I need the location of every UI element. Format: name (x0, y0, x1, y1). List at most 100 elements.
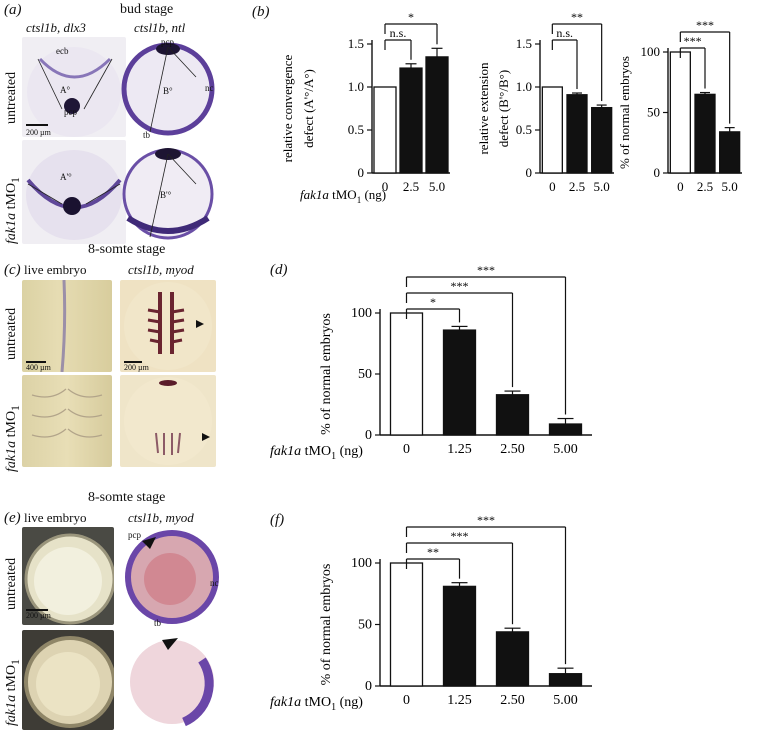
b3-y-tick-label: 0 (654, 165, 661, 180)
panel-b-label: (b) (252, 4, 270, 20)
nc-annotation: nc (210, 578, 219, 588)
scale-bar (124, 361, 142, 363)
b1-x-axis-label: fak1a tMO1 (ng) (300, 187, 386, 205)
angle-a-annotation: A° (60, 85, 71, 95)
b1-y-tick-label: 1.0 (348, 79, 364, 94)
scale-bar-label: 200 µm (26, 128, 51, 137)
panel-f-label: (f) (270, 512, 285, 528)
b3-bar (669, 51, 691, 174)
d-sig-label: *** (451, 279, 469, 293)
b3-x-tick-label: 2.5 (697, 179, 713, 194)
b1-x-tick-label: 5.0 (429, 179, 445, 194)
f-y-axis-label: % of normal embryos (319, 564, 334, 686)
d-x-axis-label: fak1a tMO1 (ng) (270, 444, 363, 462)
d-bar (548, 423, 583, 436)
tb-annotation: tb (154, 618, 162, 628)
b1-sig-label: n.s. (390, 26, 407, 40)
b3-y-axis-label: % of normal embryos (617, 56, 632, 169)
d-bar (389, 312, 424, 436)
b3-sig-label: *** (696, 18, 714, 32)
b1-y-tick-label: 0.5 (348, 122, 364, 137)
panel-c-photo-live-untreated (22, 280, 112, 372)
panel-e-col1-header: live embryo (24, 510, 87, 525)
b2-bar (566, 94, 588, 174)
ecb-annotation: ecb (56, 46, 69, 56)
b2-x-tick-label: 5.0 (594, 179, 610, 194)
panel-c-photo-myod-treated (120, 375, 216, 467)
b3-x-tick-label: 0 (677, 179, 684, 194)
b3-sig-label: *** (684, 34, 702, 48)
f-x-tick-label: 1.25 (447, 693, 472, 708)
b1-y-axis-label: defect (A'°/A°) (301, 69, 316, 148)
scale-bar-label: 200 µm (124, 363, 149, 372)
d-sig-label: * (430, 295, 436, 309)
f-x-axis-label: fak1a tMO1 (ng) (270, 695, 363, 713)
f-bar (495, 631, 530, 687)
d-bar (495, 394, 530, 436)
d-bar (442, 329, 477, 436)
panel-a-photo-ntl-treated (118, 140, 218, 244)
b3-x-tick-label: 5.0 (722, 179, 738, 194)
d-x-tick-label: 0 (403, 442, 410, 457)
scale-bar-label: 400 µm (26, 363, 51, 372)
panel-e-photo-myod-treated (124, 630, 220, 730)
b3-y-tick-label: 100 (641, 44, 661, 59)
b1-bar (399, 67, 423, 174)
panel-e-photo-myod-untreated (124, 527, 220, 625)
f-bar (548, 673, 583, 687)
panel-a-photo-ntl-untreated (118, 37, 218, 137)
panel-a-col2-header: ctsl1b, ntl (134, 20, 186, 35)
angle-b-annotation: B° (163, 86, 173, 96)
d-y-axis-label: % of normal embryos (319, 313, 334, 435)
b2-y-axis-label: defect (B'°/B°) (496, 70, 511, 147)
panel-c-stage-title: 8-somte stage (88, 242, 166, 257)
b1-y-tick-label: 0 (358, 165, 365, 180)
panel-c-label: (c) (4, 262, 21, 278)
panel-e-stage-title: 8-somte stage (88, 490, 166, 505)
b2-y-tick-label: 1.0 (516, 79, 532, 94)
panel-c-col1-header: live embryo (24, 262, 87, 277)
b2-y-tick-label: 0 (526, 165, 533, 180)
b1-bar (425, 56, 449, 174)
b1-y-tick-label: 1.5 (348, 36, 364, 51)
d-x-tick-label: 5.00 (553, 442, 578, 457)
angle-a-prime-annotation: A'° (60, 172, 72, 182)
angle-b-prime-annotation: B'° (160, 190, 172, 200)
d-sig-label: *** (477, 263, 495, 277)
b2-sig-label: ** (571, 10, 583, 24)
pcp-annotation: pcp (161, 37, 174, 47)
b2-bar (591, 106, 613, 174)
f-x-tick-label: 2.50 (500, 693, 525, 708)
f-bar (389, 562, 424, 687)
b3-y-tick-label: 50 (647, 105, 660, 120)
b2-x-tick-label: 2.5 (569, 179, 585, 194)
b1-sig-label: * (408, 10, 414, 24)
panel-a-stage-title: bud stage (120, 2, 174, 17)
pcp-annotation: pcp (128, 530, 141, 540)
b2-y-tick-label: 0.5 (516, 122, 532, 137)
f-x-tick-label: 0 (403, 693, 410, 708)
f-bar (442, 585, 477, 687)
nc-annotation: nc (205, 83, 214, 93)
f-sig-label: *** (477, 513, 495, 527)
d-x-tick-label: 1.25 (447, 442, 472, 457)
f-y-tick-label: 0 (365, 679, 372, 694)
b3-bar (719, 131, 741, 174)
scale-bar (26, 609, 48, 611)
b1-bar (373, 86, 397, 174)
panel-a-col1-header: ctsl1b, dlx3 (26, 20, 86, 35)
scale-bar (26, 124, 48, 126)
panel-e-label: (e) (4, 510, 21, 526)
b3-bar (694, 93, 716, 174)
f-y-tick-label: 50 (358, 618, 372, 633)
b2-sig-label: n.s. (556, 26, 573, 40)
d-x-tick-label: 2.50 (500, 442, 525, 457)
panel-c-photo-myod-untreated (120, 280, 216, 372)
b1-x-tick-label: 2.5 (403, 179, 419, 194)
pcp-annotation: pcp (64, 107, 77, 117)
panel-e-col2-header: ctsl1b, myod (128, 510, 194, 525)
d-y-tick-label: 100 (351, 306, 372, 321)
scale-bar (26, 361, 46, 363)
panel-c-photo-live-treated (22, 375, 112, 467)
tb-annotation: tb (143, 130, 151, 140)
